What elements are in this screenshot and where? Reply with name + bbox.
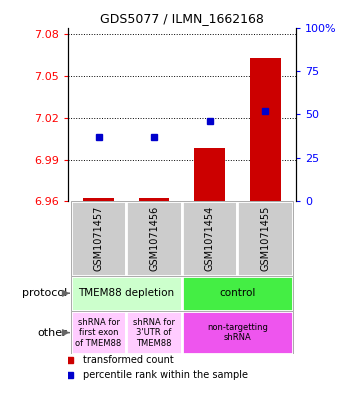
Bar [182,201,237,276]
Text: GSM1071456: GSM1071456 [149,206,159,271]
Bar [83,198,114,201]
Bar [182,311,293,354]
Text: other: other [37,328,67,338]
Text: control: control [219,288,256,298]
Title: GDS5077 / ILMN_1662168: GDS5077 / ILMN_1662168 [100,12,264,25]
Text: TMEM88 depletion: TMEM88 depletion [78,288,174,298]
Bar [237,201,293,276]
Bar [71,201,126,276]
Text: shRNA for
first exon
of TMEM88: shRNA for first exon of TMEM88 [75,318,122,347]
Text: transformed count: transformed count [83,355,173,365]
Bar [182,276,293,311]
Bar [71,311,126,354]
Text: GSM1071454: GSM1071454 [205,206,215,271]
Bar [71,276,182,311]
Text: protocol: protocol [22,288,67,298]
Bar [194,149,225,201]
Bar [139,198,169,201]
Text: percentile rank within the sample: percentile rank within the sample [83,370,248,380]
Text: GSM1071457: GSM1071457 [94,206,104,271]
Bar [126,201,182,276]
Bar [126,311,182,354]
Text: GSM1071455: GSM1071455 [260,206,270,271]
Text: non-targetting
shRNA: non-targetting shRNA [207,323,268,342]
Bar [250,58,280,201]
Text: shRNA for
3'UTR of
TMEM88: shRNA for 3'UTR of TMEM88 [133,318,175,347]
